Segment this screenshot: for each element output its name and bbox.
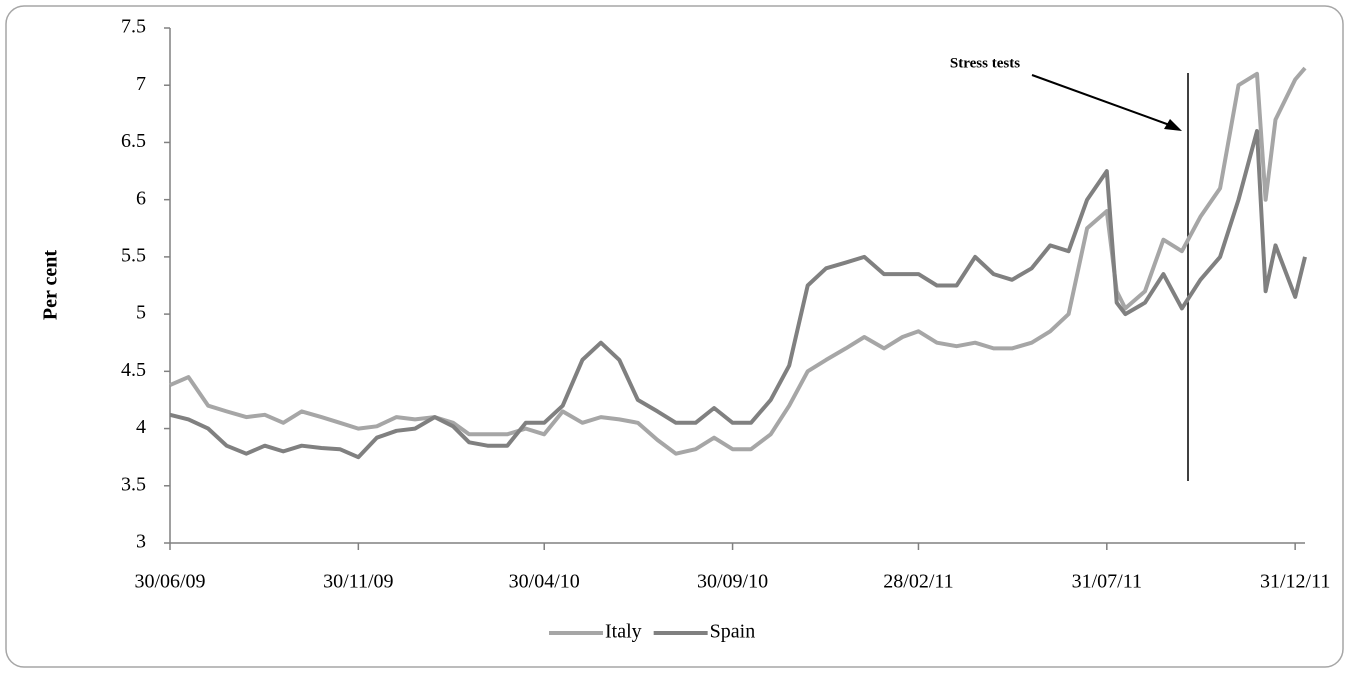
y-tick-label: 4.5	[121, 359, 146, 381]
y-tick-label: 3.5	[121, 473, 146, 495]
y-tick-label: 7.5	[121, 16, 146, 38]
y-tick-label: 6	[136, 187, 146, 209]
y-axis-title: Per cent	[40, 250, 62, 320]
x-tick-label: 31/12/11	[1260, 571, 1330, 593]
x-tick-label: 30/11/09	[323, 571, 393, 593]
y-tick-label: 5	[136, 302, 146, 324]
series-line	[169, 66, 1307, 456]
y-tick-label: 4	[136, 416, 146, 438]
series-line	[169, 129, 1307, 460]
arrow-head	[1164, 119, 1182, 131]
x-tick-label: 30/04/10	[509, 571, 580, 593]
x-tick-label: 31/07/11	[1072, 571, 1142, 593]
x-tick-label: 30/09/10	[697, 571, 768, 593]
chart-border	[5, 5, 1344, 668]
y-tick-label: 3	[136, 531, 146, 553]
y-tick-label: 7	[136, 73, 146, 95]
legend-label: Spain	[710, 621, 756, 643]
x-tick-label: 28/02/11	[883, 571, 953, 593]
annotation-arrow	[1031, 74, 1176, 128]
y-tick-label: 6.5	[121, 130, 146, 152]
y-tick-label: 5.5	[121, 244, 146, 266]
legend-label: Italy	[605, 621, 642, 643]
annotation: Stress tests	[950, 55, 1020, 71]
x-tick-label: 30/06/09	[134, 571, 205, 593]
